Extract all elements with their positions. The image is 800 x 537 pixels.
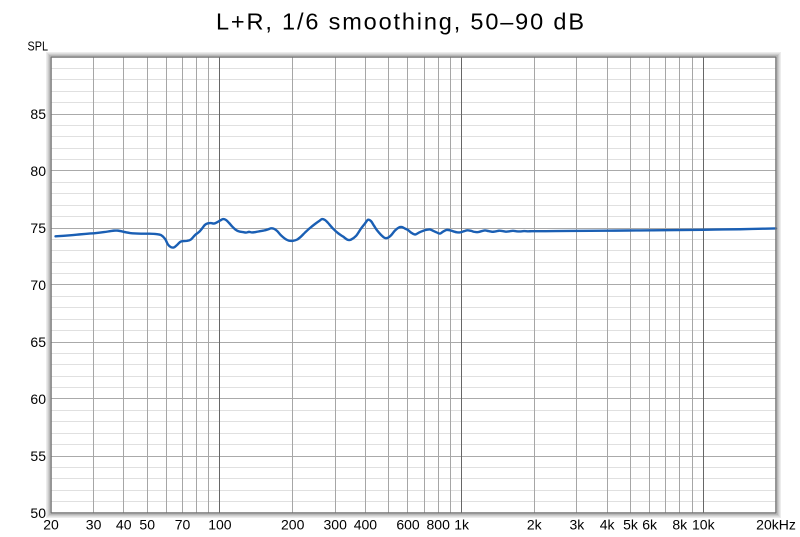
svg-text:30: 30 xyxy=(86,517,102,533)
svg-text:600: 600 xyxy=(396,517,420,533)
svg-text:6k: 6k xyxy=(642,517,658,533)
svg-text:10k: 10k xyxy=(692,517,716,533)
svg-text:100: 100 xyxy=(208,517,232,533)
svg-text:5k: 5k xyxy=(623,517,639,533)
svg-text:20: 20 xyxy=(43,517,59,533)
svg-text:50: 50 xyxy=(30,505,46,521)
svg-text:20kHz: 20kHz xyxy=(756,517,796,533)
svg-text:L+R, 1/6 smoothing, 50–90 dB: L+R, 1/6 smoothing, 50–90 dB xyxy=(216,9,584,35)
svg-text:75: 75 xyxy=(30,220,46,236)
svg-text:70: 70 xyxy=(175,517,191,533)
svg-text:85: 85 xyxy=(30,106,46,122)
svg-text:50: 50 xyxy=(139,517,155,533)
svg-text:400: 400 xyxy=(354,517,378,533)
svg-text:65: 65 xyxy=(30,334,46,350)
svg-text:1k: 1k xyxy=(454,517,470,533)
svg-text:3k: 3k xyxy=(570,517,586,533)
svg-text:200: 200 xyxy=(281,517,305,533)
svg-text:8k: 8k xyxy=(672,517,688,533)
svg-text:800: 800 xyxy=(427,517,451,533)
svg-text:2k: 2k xyxy=(527,517,543,533)
svg-text:60: 60 xyxy=(30,391,46,407)
svg-text:SPL: SPL xyxy=(28,40,49,54)
svg-text:80: 80 xyxy=(30,163,46,179)
svg-text:300: 300 xyxy=(324,517,348,533)
svg-text:55: 55 xyxy=(30,448,46,464)
svg-text:40: 40 xyxy=(116,517,132,533)
svg-text:4k: 4k xyxy=(600,517,616,533)
svg-text:70: 70 xyxy=(30,277,46,293)
